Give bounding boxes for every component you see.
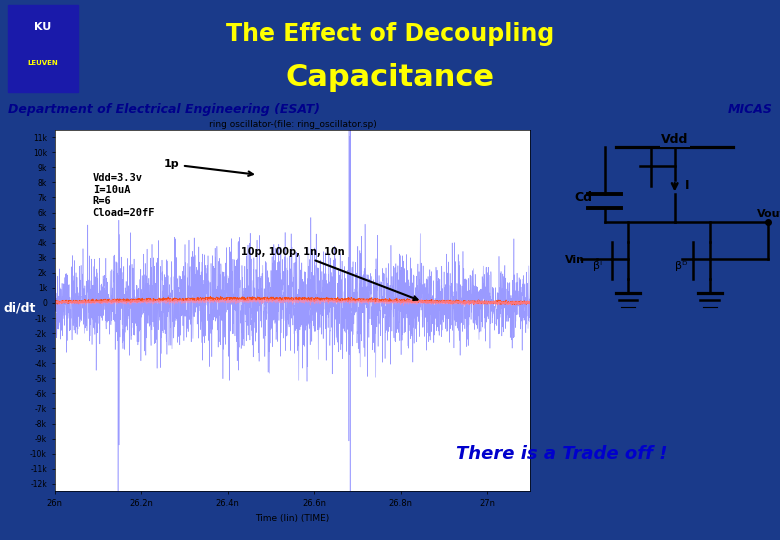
- Text: βᴵ: βᴵ: [593, 261, 602, 271]
- Text: di/dt: di/dt: [3, 301, 36, 314]
- Text: Vin: Vin: [565, 255, 585, 265]
- Text: Vdd=3.3v
I=10uA
R=6
Cload=20fF: Vdd=3.3v I=10uA R=6 Cload=20fF: [93, 173, 155, 218]
- Text: LEUVEN: LEUVEN: [27, 60, 58, 66]
- Bar: [8, 5, 78, 92]
- Text: The Effect of Decoupling: The Effect of Decoupling: [226, 22, 554, 46]
- Text: I: I: [686, 179, 690, 192]
- Text: Vdd: Vdd: [661, 133, 689, 146]
- Text: MICAS: MICAS: [727, 103, 772, 116]
- Text: There is a Trade off !: There is a Trade off !: [456, 444, 668, 463]
- Text: 1p: 1p: [164, 159, 253, 176]
- Text: βᴰ: βᴰ: [675, 261, 687, 271]
- Text: KU: KU: [34, 22, 51, 32]
- Text: Cd: Cd: [574, 191, 592, 205]
- Text: Vout: Vout: [757, 209, 780, 219]
- Text: Department of Electrical Engineering (ESAT): Department of Electrical Engineering (ES…: [8, 103, 320, 116]
- Title: ring oscillator-(file: ring_oscillator.sp): ring oscillator-(file: ring_oscillator.s…: [208, 120, 377, 129]
- Text: 10p, 100p, 1n, 10n: 10p, 100p, 1n, 10n: [241, 247, 417, 300]
- Text: Capacitance: Capacitance: [285, 63, 495, 92]
- X-axis label: Time (lin) (TIME): Time (lin) (TIME): [255, 514, 330, 523]
